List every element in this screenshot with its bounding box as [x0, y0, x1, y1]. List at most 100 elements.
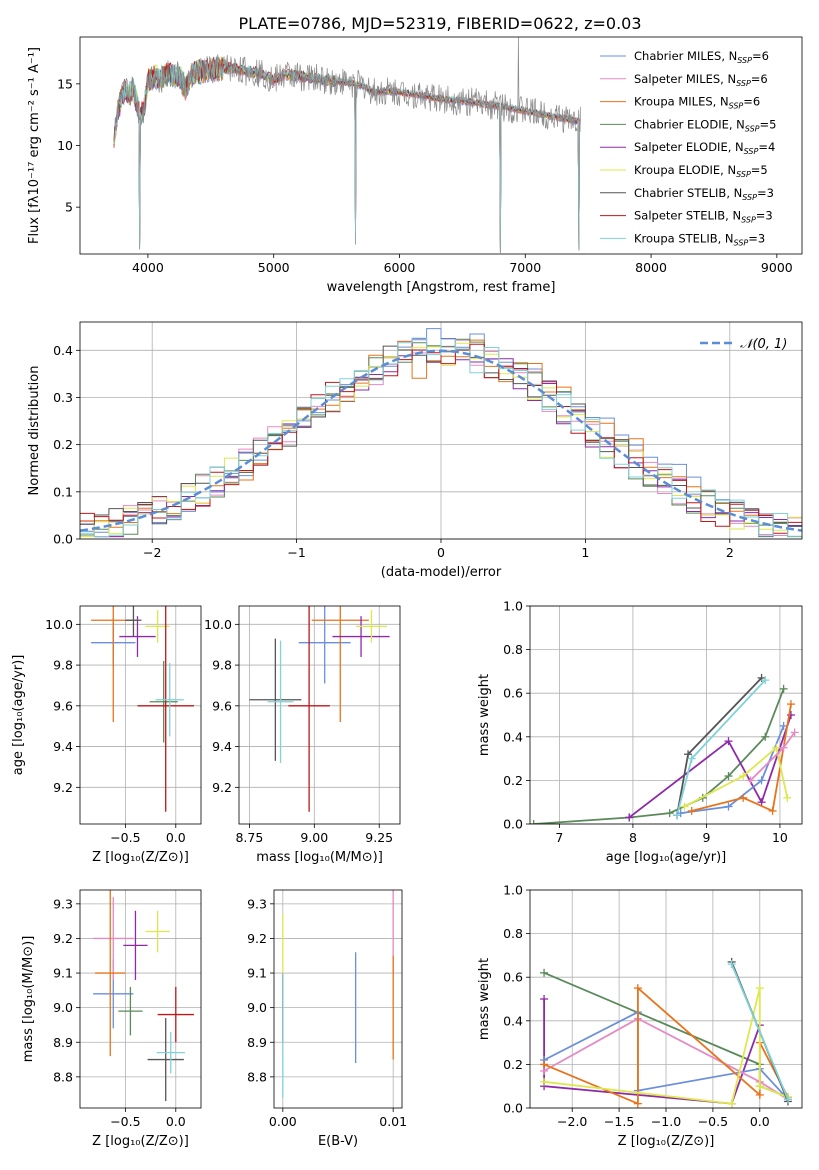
point-chabrier-elodie: [118, 986, 143, 1036]
tick-label-y: 9.4: [212, 739, 232, 754]
axes-spectrum: 4000 5000 6000 7000 8000 9000 5 10 15 wavelength …: [27, 36, 803, 295]
series-kroupa-stelib: [673, 676, 770, 820]
axis-label-x: Z [log₁₀(Z/Z⊙)]: [92, 850, 189, 865]
legend-label-sub: SSP: [744, 147, 759, 156]
legend-label-sub: SSP: [734, 238, 749, 247]
legend-label-suffix: =3: [748, 231, 765, 245]
tick-label-x: 8000: [635, 260, 667, 275]
figure-title: PLATE=0786, MJD=52319, FIBERID=0622, z=0…: [238, 14, 641, 33]
point-salpeter-miles: [93, 896, 134, 980]
axes-frame: −0.5 0.0 9.2 9.4 9.6 9.8 10.0 Z [log₁₀(Z/Z⊙)] ag…: [11, 605, 202, 865]
legend-label: Salpeter ELODIE, NSSP=4: [634, 140, 775, 156]
series-line: [749, 731, 796, 782]
tick-label-x: 8.75: [235, 830, 263, 845]
tick-label-x: −2.0: [557, 1114, 587, 1129]
series-kroupa-stelib: [727, 960, 792, 1104]
legend: 𝒩(0, 1): [700, 337, 787, 352]
hist-step-salpeter-stelib: [80, 343, 802, 534]
series-chabrier-elodie: [530, 684, 788, 824]
plot-area: [249, 606, 390, 812]
tick-label-y: 8.8: [247, 1069, 267, 1084]
tick-label-x: 9.00: [300, 830, 328, 845]
point-chabrier-stelib: [147, 1018, 184, 1102]
plot-area: [530, 673, 799, 824]
tick-label-y: 0.3: [53, 390, 73, 405]
point-kroupa-elodie: [355, 610, 388, 643]
tick-label-x: 0.0: [750, 1114, 770, 1129]
tick-label-y: 0.8: [503, 926, 523, 941]
axis-label-y: mass [log₁₀(M/M⊙)]: [21, 936, 36, 1063]
axes-massweight-vs-Z: −2.0 −1.5 −1.0 −0.5 0.0 0.0 0.2 0.4 0.6 0.8 1.0 Z […: [477, 883, 803, 1149]
tick-label-y: 9.1: [53, 966, 73, 981]
axes-massweight-vs-age: 7 8 9 10 0.0 0.2 0.4 0.6 0.8 1.0 age [log₁₀(age/yr…: [477, 599, 803, 865]
tick-label-y: 9.8: [53, 658, 73, 673]
hist-step-kroupa-stelib: [80, 337, 802, 538]
legend-label: Chabrier STELIB, NSSP=3: [634, 186, 774, 202]
legend-label: Kroupa STELIB, NSSP=3: [634, 231, 765, 247]
axes-border: [529, 605, 803, 825]
series-line: [730, 963, 789, 1100]
tick-label-y: 0.4: [53, 343, 73, 358]
tick-label-y: 0.2: [503, 773, 523, 788]
point-salpeter-stelib: [137, 606, 194, 812]
tick-label-x: 8: [629, 830, 637, 845]
point-chabrier-miles: [298, 606, 351, 684]
axis-label-y: Normed distribution: [27, 366, 42, 496]
axis-label-y: mass weight: [477, 674, 492, 756]
legend-label-main: Chabrier ELODIE, N: [634, 117, 745, 131]
tick-label-y: 9.3: [53, 896, 73, 911]
series-line: [691, 703, 792, 813]
point-chabrier-stelib: [125, 606, 142, 637]
legend-label-sub: SSP: [729, 102, 744, 111]
tick-label-x: 6000: [384, 260, 416, 275]
legend-label-sub: SSP: [741, 216, 756, 225]
legend-label-suffix: =3: [757, 186, 774, 200]
tick-label-x: 0.00: [269, 1114, 297, 1129]
legend-label-main: Chabrier STELIB, N: [634, 186, 742, 200]
tick-label-x: 0.0: [166, 1114, 186, 1129]
legend-label-suffix: =6: [751, 72, 768, 86]
point-kroupa-miles: [95, 890, 126, 1057]
plot-area: [282, 890, 394, 1098]
legend-label-sub: SSP: [736, 170, 751, 179]
axes-frame: 7 8 9 10 0.0 0.2 0.4 0.6 0.8 1.0 age [log₁₀(age/yr…: [477, 599, 803, 865]
tick-label-y: 0.0: [503, 817, 523, 832]
tick-label-y: 9.0: [247, 1000, 267, 1015]
tick-label-y: 0.6: [503, 970, 523, 985]
point-salpeter-elodie: [123, 910, 148, 980]
series-kroupa-miles: [687, 700, 795, 815]
tick-label-y: 1.0: [503, 883, 523, 898]
tick-label-y: 0.4: [503, 1013, 523, 1028]
tick-label-y: 0.1: [53, 484, 73, 499]
tick-label-y: 9.2: [53, 931, 73, 946]
legend-label: Salpeter MILES, NSSP=6: [634, 72, 768, 88]
axes-frame: 4000 5000 6000 7000 8000 9000 5 10 15 wavelength …: [27, 36, 803, 295]
tick-label-x: 1: [581, 545, 589, 560]
tick-label-x: 0: [437, 545, 445, 560]
point-chabrier-elodie: [149, 661, 178, 743]
axis-label-y: Flux [fλ10⁻¹⁷ erg cm⁻² s⁻¹ A⁻¹]: [27, 47, 42, 244]
plot-area: [91, 606, 194, 812]
series-line: [543, 1017, 789, 1101]
legend-label: 𝒩(0, 1): [740, 337, 787, 352]
legend-label-main: Chabrier MILES, N: [634, 49, 737, 63]
point-salpeter-stelib: [157, 986, 194, 1043]
tick-label-x: 7000: [509, 260, 541, 275]
legend-label-suffix: =4: [758, 140, 775, 154]
axes-mass-vs-Z: −0.5 0.0 8.8 8.9 9.0 9.1 9.2 9.3 Z [log₁₀(Z/Z⊙)]…: [21, 889, 202, 1149]
legend-label-main: Kroupa MILES, N: [634, 95, 729, 109]
series-line: [628, 714, 792, 819]
tick-label-y: 5: [65, 200, 73, 215]
point-kroupa-elodie: [145, 910, 170, 953]
axis-label-x: wavelength [Angstrom, rest frame]: [327, 280, 556, 295]
axis-label-y: age [log₁₀(age/yr)]: [11, 655, 26, 776]
tick-label-y: 10.0: [204, 617, 232, 632]
spectrum-data-line: [113, 37, 581, 143]
legend-label-suffix: =5: [760, 117, 777, 131]
tick-label-y: 0.8: [503, 642, 523, 657]
tick-label-y: 9.2: [212, 780, 232, 795]
tick-label-y: 1.0: [503, 599, 523, 614]
tick-label-x: −1.0: [651, 1114, 681, 1129]
